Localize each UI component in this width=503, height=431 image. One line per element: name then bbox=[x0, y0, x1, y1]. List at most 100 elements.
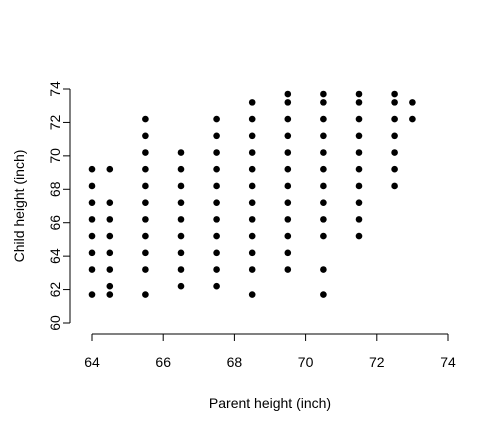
data-point bbox=[142, 232, 149, 240]
data-point bbox=[284, 99, 292, 106]
data-point bbox=[106, 199, 114, 206]
data-point bbox=[213, 182, 220, 190]
data-point bbox=[248, 249, 256, 257]
y-tick-label: 68 bbox=[47, 181, 63, 197]
data-point bbox=[177, 149, 185, 156]
data-point bbox=[391, 182, 398, 190]
data-point bbox=[88, 199, 96, 206]
data-point bbox=[355, 199, 363, 206]
data-point bbox=[320, 232, 327, 240]
data-point bbox=[355, 216, 363, 223]
data-point bbox=[177, 232, 185, 240]
data-point bbox=[213, 132, 220, 140]
data-point bbox=[284, 216, 292, 223]
data-point bbox=[409, 115, 416, 123]
data-point bbox=[106, 282, 114, 290]
data-point bbox=[355, 132, 363, 140]
data-point bbox=[177, 249, 185, 257]
data-point bbox=[284, 182, 292, 190]
data-point bbox=[248, 232, 256, 240]
data-point bbox=[106, 232, 114, 240]
data-point bbox=[355, 99, 363, 106]
data-point bbox=[355, 149, 363, 156]
data-point bbox=[106, 291, 114, 298]
data-point bbox=[177, 199, 185, 206]
data-point bbox=[320, 199, 327, 206]
data-point bbox=[248, 182, 256, 190]
data-point bbox=[213, 199, 220, 206]
data-point bbox=[248, 99, 256, 106]
data-point bbox=[213, 115, 220, 123]
data-point bbox=[355, 165, 363, 173]
data-point bbox=[248, 149, 256, 156]
data-point bbox=[284, 115, 292, 123]
data-point bbox=[284, 266, 292, 273]
data-point bbox=[391, 165, 398, 173]
data-point bbox=[320, 115, 327, 123]
data-point bbox=[106, 249, 114, 257]
data-point bbox=[88, 165, 96, 173]
data-point bbox=[213, 249, 220, 257]
data-point bbox=[142, 199, 149, 206]
data-point bbox=[248, 165, 256, 173]
data-point bbox=[177, 282, 185, 290]
data-point bbox=[248, 266, 256, 273]
data-point bbox=[106, 216, 114, 223]
data-point bbox=[355, 90, 363, 98]
y-tick-label: 72 bbox=[47, 114, 63, 130]
data-point bbox=[284, 149, 292, 156]
data-point bbox=[284, 249, 292, 257]
data-point bbox=[320, 165, 327, 173]
data-point bbox=[320, 291, 327, 298]
data-points bbox=[88, 90, 416, 298]
data-point bbox=[177, 165, 185, 173]
data-point bbox=[355, 182, 363, 190]
data-point bbox=[284, 199, 292, 206]
x-axis: 64 66 68 70 72 74 bbox=[84, 333, 456, 370]
data-point bbox=[248, 291, 256, 298]
y-tick-label: 60 bbox=[47, 315, 63, 331]
data-point bbox=[88, 216, 96, 223]
x-tick-label: 74 bbox=[440, 354, 456, 370]
x-tick-label: 72 bbox=[369, 354, 385, 370]
data-point bbox=[177, 266, 185, 273]
data-point bbox=[284, 132, 292, 140]
data-point bbox=[142, 266, 149, 273]
data-point bbox=[213, 282, 220, 290]
y-axis: 60 62 64 66 68 70 72 74 bbox=[47, 81, 71, 331]
data-point bbox=[213, 149, 220, 156]
data-point bbox=[248, 216, 256, 223]
data-point bbox=[106, 165, 114, 173]
data-point bbox=[391, 132, 398, 140]
x-tick-label: 64 bbox=[84, 354, 100, 370]
data-point bbox=[213, 216, 220, 223]
data-point bbox=[142, 115, 149, 123]
data-point bbox=[213, 165, 220, 173]
data-point bbox=[391, 149, 398, 156]
data-point bbox=[248, 132, 256, 140]
data-point bbox=[88, 232, 96, 240]
data-point bbox=[142, 132, 149, 140]
data-point bbox=[320, 182, 327, 190]
data-point bbox=[177, 216, 185, 223]
data-point bbox=[355, 115, 363, 123]
data-point bbox=[284, 90, 292, 98]
y-tick-label: 64 bbox=[47, 248, 63, 264]
data-point bbox=[320, 132, 327, 140]
y-axis-title: Child height (inch) bbox=[11, 150, 27, 263]
data-point bbox=[355, 232, 363, 240]
x-tick-label: 66 bbox=[155, 354, 171, 370]
data-point bbox=[284, 232, 292, 240]
data-point bbox=[142, 182, 149, 190]
data-point bbox=[142, 149, 149, 156]
data-point bbox=[177, 182, 185, 190]
data-point bbox=[248, 115, 256, 123]
y-tick-label: 74 bbox=[47, 81, 63, 97]
data-point bbox=[142, 249, 149, 257]
data-point bbox=[391, 115, 398, 123]
data-point bbox=[106, 266, 114, 273]
data-point bbox=[284, 165, 292, 173]
data-point bbox=[320, 216, 327, 223]
data-point bbox=[213, 232, 220, 240]
